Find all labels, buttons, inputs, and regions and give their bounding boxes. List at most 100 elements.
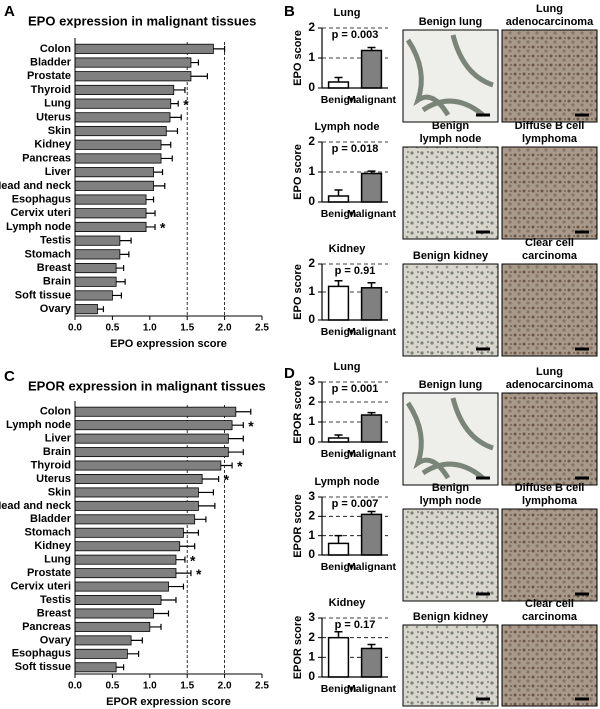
- x-tick-label: Benign: [321, 94, 357, 106]
- category-label: Soft tissue: [15, 289, 71, 301]
- x-axis-label: EPO expression score: [110, 338, 227, 350]
- tissue: [405, 34, 494, 117]
- x-axis-label: EPOR expression score: [106, 696, 231, 708]
- micrograph-caption: Diffuse B cell: [515, 482, 585, 494]
- y-tick-label: 2: [308, 509, 315, 523]
- bar: [74, 153, 162, 164]
- p-value: p = 0.001: [332, 383, 379, 395]
- y-tick-label: 1: [308, 528, 315, 542]
- bar: [74, 595, 162, 605]
- bar: [74, 635, 132, 646]
- category-label: Pancreas: [22, 621, 71, 633]
- category-label: Uterus: [36, 473, 71, 485]
- bar: [327, 542, 350, 556]
- bar: [74, 420, 233, 431]
- x-tick-label: 1.0: [143, 323, 157, 334]
- error-bar: [112, 292, 122, 299]
- category-label: Lymph node: [6, 419, 71, 431]
- y-tick-label: 0: [308, 669, 315, 683]
- bar: [327, 195, 350, 203]
- micrograph: [501, 146, 598, 240]
- chart-title: Lung: [334, 7, 361, 19]
- error-bar: [149, 623, 162, 630]
- y-tick-label: 0: [308, 194, 315, 208]
- error-bar: [146, 210, 156, 217]
- category-label: Brain: [43, 276, 71, 288]
- bar: [74, 648, 128, 659]
- micrograph-caption: adenocarcinoma: [506, 16, 594, 28]
- bar: [327, 81, 350, 89]
- error-bar: [190, 59, 200, 66]
- bar: [74, 406, 237, 417]
- category-label: Kidney: [34, 139, 72, 151]
- micrograph: [501, 624, 598, 707]
- category-label: Ovary: [40, 634, 72, 646]
- micrograph-caption: Benign: [432, 120, 470, 132]
- bar: [74, 662, 117, 673]
- x-tick-label: Malignant: [347, 683, 397, 695]
- bar: [74, 57, 192, 68]
- x-tick-label: Malignant: [347, 208, 397, 220]
- significance-mark: *: [183, 96, 189, 112]
- error-bar: [175, 556, 186, 563]
- bar: [74, 514, 196, 525]
- micrograph: [501, 263, 598, 357]
- x-tick-label: 0.0: [68, 323, 82, 334]
- category-label: Cervix uteri: [10, 580, 71, 592]
- micrograph: [402, 29, 499, 123]
- error-bar: [367, 282, 376, 288]
- error-bar: [161, 141, 172, 148]
- error-bar: [97, 306, 105, 313]
- error-bar: [153, 610, 170, 617]
- significance-mark: *: [237, 458, 243, 474]
- x-tick-label: 2.5: [255, 681, 269, 692]
- y-tick-label: 1: [308, 284, 315, 298]
- category-label: Bladder: [30, 56, 72, 68]
- error-bar: [183, 529, 200, 536]
- x-tick-label: 0.5: [105, 323, 119, 334]
- y-axis-label: EPO score: [292, 30, 304, 86]
- x-tick-label: Benign: [321, 326, 357, 338]
- error-bar: [334, 631, 343, 638]
- y-tick-label: 0: [308, 547, 315, 561]
- bar: [74, 208, 147, 219]
- micrograph-caption: adenocarcinoma: [506, 379, 594, 391]
- panel-letter: A: [4, 3, 15, 20]
- x-tick-label: 2.0: [218, 681, 232, 692]
- error-bar: [127, 650, 140, 657]
- bar: [74, 447, 229, 458]
- p-value: p = 0.003: [332, 29, 379, 41]
- error-bar: [220, 462, 233, 469]
- bar: [74, 568, 177, 579]
- y-tick-label: 0: [308, 312, 315, 326]
- p-value: p = 0.91: [335, 265, 376, 277]
- category-label: Skin: [48, 486, 72, 498]
- error-bar: [119, 251, 130, 258]
- bar: [360, 49, 383, 89]
- bar: [74, 84, 175, 96]
- chart-title: Kidney: [329, 597, 367, 609]
- bar: [74, 98, 172, 109]
- category-label: Testis: [40, 594, 71, 606]
- error-bar: [169, 114, 182, 121]
- y-tick-label: 2: [308, 256, 315, 270]
- micrograph-caption: lymph node: [420, 495, 482, 507]
- bar: [360, 287, 383, 321]
- bar: [74, 139, 162, 150]
- bar: [360, 414, 383, 443]
- y-tick-label: 1: [308, 50, 315, 64]
- panel-letter: B: [284, 3, 295, 20]
- error-bar: [213, 45, 226, 52]
- error-bar: [334, 189, 343, 196]
- p-value: p = 0.17: [335, 619, 376, 631]
- error-bar: [116, 664, 125, 671]
- y-axis-label: EPO score: [292, 264, 304, 320]
- bar: [74, 221, 147, 233]
- x-tick-label: 0.0: [68, 681, 82, 692]
- y-tick-label: 2: [308, 20, 315, 34]
- x-tick-label: 1.5: [180, 681, 194, 692]
- y-tick-label: 1: [308, 164, 315, 178]
- category-label: Esophagus: [12, 193, 71, 205]
- micrograph-caption: Lung: [536, 366, 563, 378]
